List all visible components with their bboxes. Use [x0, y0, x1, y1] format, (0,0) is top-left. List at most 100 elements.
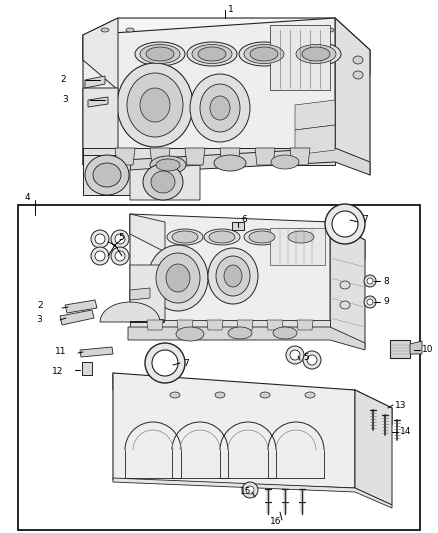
Ellipse shape [151, 171, 175, 193]
Text: 16: 16 [270, 518, 282, 527]
Ellipse shape [156, 253, 200, 303]
Text: 2: 2 [37, 302, 42, 311]
Ellipse shape [95, 251, 105, 261]
Ellipse shape [303, 351, 321, 369]
Polygon shape [355, 390, 392, 505]
Ellipse shape [244, 44, 284, 63]
Ellipse shape [215, 392, 225, 398]
Polygon shape [295, 100, 335, 130]
Ellipse shape [117, 63, 193, 147]
Polygon shape [18, 205, 420, 530]
Ellipse shape [214, 155, 246, 171]
Polygon shape [150, 148, 170, 165]
Ellipse shape [192, 44, 232, 63]
Ellipse shape [302, 47, 330, 61]
Polygon shape [88, 148, 370, 175]
Ellipse shape [91, 247, 109, 265]
Ellipse shape [210, 96, 230, 120]
Ellipse shape [364, 296, 376, 308]
Polygon shape [232, 222, 244, 230]
Polygon shape [220, 148, 240, 165]
Text: 5: 5 [118, 233, 124, 243]
Polygon shape [113, 373, 392, 425]
Ellipse shape [176, 327, 204, 341]
Ellipse shape [140, 44, 180, 63]
Text: 14: 14 [400, 427, 411, 437]
Polygon shape [290, 148, 310, 165]
Ellipse shape [93, 163, 121, 187]
Polygon shape [130, 214, 330, 330]
Polygon shape [295, 125, 335, 155]
Polygon shape [83, 148, 335, 165]
Ellipse shape [367, 299, 373, 305]
Text: 4: 4 [25, 193, 31, 203]
Ellipse shape [353, 71, 363, 79]
Polygon shape [130, 165, 200, 200]
Polygon shape [60, 310, 94, 325]
Polygon shape [270, 228, 325, 265]
Polygon shape [83, 88, 118, 165]
Ellipse shape [145, 343, 185, 383]
Polygon shape [207, 320, 223, 330]
Ellipse shape [146, 47, 174, 61]
Text: 13: 13 [395, 400, 406, 409]
Ellipse shape [340, 281, 350, 289]
Ellipse shape [143, 164, 183, 200]
Polygon shape [113, 478, 392, 508]
Ellipse shape [187, 42, 237, 66]
Polygon shape [113, 373, 355, 488]
Ellipse shape [364, 275, 376, 287]
Polygon shape [270, 25, 330, 90]
Text: 2: 2 [60, 76, 66, 85]
Ellipse shape [242, 482, 258, 498]
Text: 7: 7 [362, 215, 368, 224]
Polygon shape [83, 18, 370, 90]
Ellipse shape [198, 47, 226, 61]
Text: 1: 1 [228, 5, 234, 14]
Ellipse shape [367, 278, 373, 284]
Ellipse shape [115, 251, 125, 261]
Ellipse shape [250, 47, 278, 61]
Ellipse shape [325, 204, 365, 244]
Ellipse shape [216, 256, 250, 296]
Ellipse shape [101, 28, 109, 32]
Ellipse shape [271, 155, 299, 169]
Ellipse shape [111, 230, 129, 248]
Ellipse shape [140, 88, 170, 122]
Polygon shape [130, 265, 165, 320]
Ellipse shape [305, 392, 315, 398]
Ellipse shape [115, 234, 125, 244]
Ellipse shape [209, 231, 235, 243]
Polygon shape [130, 288, 150, 300]
Polygon shape [147, 320, 163, 330]
Text: 3: 3 [62, 95, 68, 104]
Ellipse shape [95, 234, 105, 244]
Polygon shape [390, 340, 410, 358]
Polygon shape [185, 148, 205, 165]
Polygon shape [297, 320, 313, 330]
Ellipse shape [246, 486, 254, 494]
Ellipse shape [156, 159, 180, 171]
Polygon shape [335, 18, 370, 175]
Ellipse shape [301, 28, 309, 32]
Ellipse shape [353, 56, 363, 64]
Polygon shape [83, 18, 118, 90]
Ellipse shape [296, 44, 336, 63]
Ellipse shape [332, 211, 358, 237]
Text: 8: 8 [383, 277, 389, 286]
Ellipse shape [283, 229, 319, 245]
Polygon shape [82, 362, 92, 375]
Ellipse shape [273, 327, 297, 339]
Ellipse shape [244, 229, 280, 245]
Ellipse shape [239, 42, 289, 66]
Polygon shape [115, 148, 135, 165]
Polygon shape [410, 341, 422, 354]
Polygon shape [237, 320, 253, 330]
Text: 5: 5 [303, 353, 309, 362]
Ellipse shape [340, 301, 350, 309]
Ellipse shape [208, 248, 258, 304]
Ellipse shape [126, 28, 134, 32]
Text: 3: 3 [36, 314, 42, 324]
Polygon shape [330, 222, 365, 348]
Ellipse shape [286, 346, 304, 364]
